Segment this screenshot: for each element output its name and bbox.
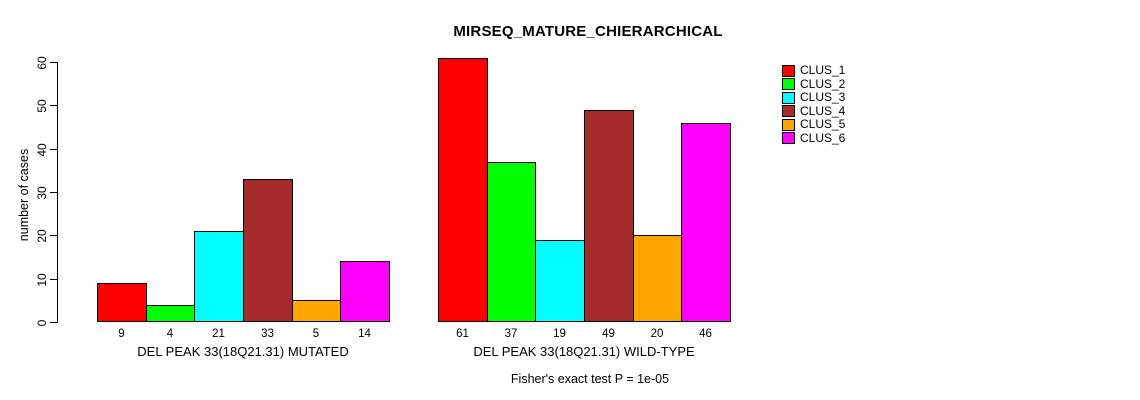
y-axis-tick-label: 0 <box>35 319 49 326</box>
y-axis-label: number of cases <box>17 148 31 242</box>
bar-clus_6-group1 <box>340 261 390 322</box>
bar-value-label: 46 <box>699 328 712 340</box>
legend-swatch-icon <box>782 64 795 77</box>
bar-clus_1-group1 <box>97 283 147 322</box>
legend-entry-clus_1: CLUS_1 <box>782 64 845 78</box>
y-axis-tick-label: 50 <box>35 98 49 113</box>
bar-value-label: 21 <box>212 328 225 340</box>
y-axis-tick <box>50 149 57 150</box>
legend: CLUS_1 CLUS_2 CLUS_3 CLUS_4 CLUS_5 CLUS_6 <box>782 64 845 145</box>
legend-entry-clus_6: CLUS_6 <box>782 130 846 146</box>
legend-swatch-icon <box>782 78 795 91</box>
legend-entry-clus_5: CLUS_5 <box>782 118 845 132</box>
y-axis-tick-label: 40 <box>35 142 49 157</box>
y-axis-tick <box>50 322 57 323</box>
bar-clus_3-group2 <box>535 240 585 322</box>
legend-label: CLUS_2 <box>800 76 846 91</box>
bar-clus_1-group2 <box>438 58 488 322</box>
legend-entry-clus_4: CLUS_4 <box>782 103 846 119</box>
y-axis-tick <box>50 62 57 63</box>
x-group-label-2: DEL PEAK 33(18Q21.31) WILD-TYPE <box>473 344 695 359</box>
legend-swatch-icon <box>782 105 795 118</box>
bar-clus_5-group2 <box>633 235 682 322</box>
bar-clus_3-group1 <box>194 231 244 322</box>
bar-value-label: 49 <box>602 328 615 340</box>
bar-value-label: 9 <box>118 328 125 340</box>
y-axis-tick <box>50 105 57 106</box>
bar-clus_4-group2 <box>584 110 634 322</box>
bar-value-label: 61 <box>456 328 469 340</box>
x-group-label-1: DEL PEAK 33(18Q21.31) MUTATED <box>137 344 349 359</box>
bar-clus_4-group1 <box>243 179 293 322</box>
legend-entry-clus_2: CLUS_2 <box>782 76 846 92</box>
legend-label: CLUS_5 <box>800 117 846 132</box>
legend-entry-clus_3: CLUS_3 <box>782 91 845 105</box>
y-axis-tick <box>50 279 57 280</box>
bar-clus_5-group1 <box>292 300 341 322</box>
legend-label: CLUS_3 <box>800 90 846 105</box>
bar-value-label: 37 <box>504 328 518 340</box>
y-axis-line <box>57 62 58 323</box>
y-axis-tick-label: 20 <box>35 228 49 243</box>
bar-value-label: 19 <box>553 328 566 340</box>
bar-clus_2-group1 <box>146 305 195 322</box>
legend-label: CLUS_4 <box>800 103 846 118</box>
chart-title: MIRSEQ_MATURE_CHIERARCHICAL <box>453 23 723 40</box>
bar-clus_2-group2 <box>487 162 536 322</box>
y-axis-tick-label: 30 <box>35 185 49 200</box>
bar-value-label: 20 <box>650 328 664 340</box>
bar-value-label: 4 <box>166 328 174 340</box>
bar-value-label: 5 <box>312 328 320 340</box>
y-axis-tick <box>50 235 57 236</box>
legend-swatch-icon <box>782 132 795 145</box>
annotation-text: Fisher's exact test P = 1e-05 <box>510 372 670 386</box>
legend-label: CLUS_6 <box>800 130 846 145</box>
legend-swatch-icon <box>782 91 795 104</box>
y-axis-tick-label: 60 <box>35 55 49 70</box>
legend-swatch-icon <box>782 118 795 131</box>
y-axis-tick-label: 10 <box>35 272 49 287</box>
bar-value-label: 33 <box>261 328 274 340</box>
legend-label: CLUS_1 <box>800 63 846 78</box>
bar-value-label: 14 <box>358 328 371 340</box>
bar-clus_6-group2 <box>681 123 731 322</box>
y-axis-tick <box>50 192 57 193</box>
